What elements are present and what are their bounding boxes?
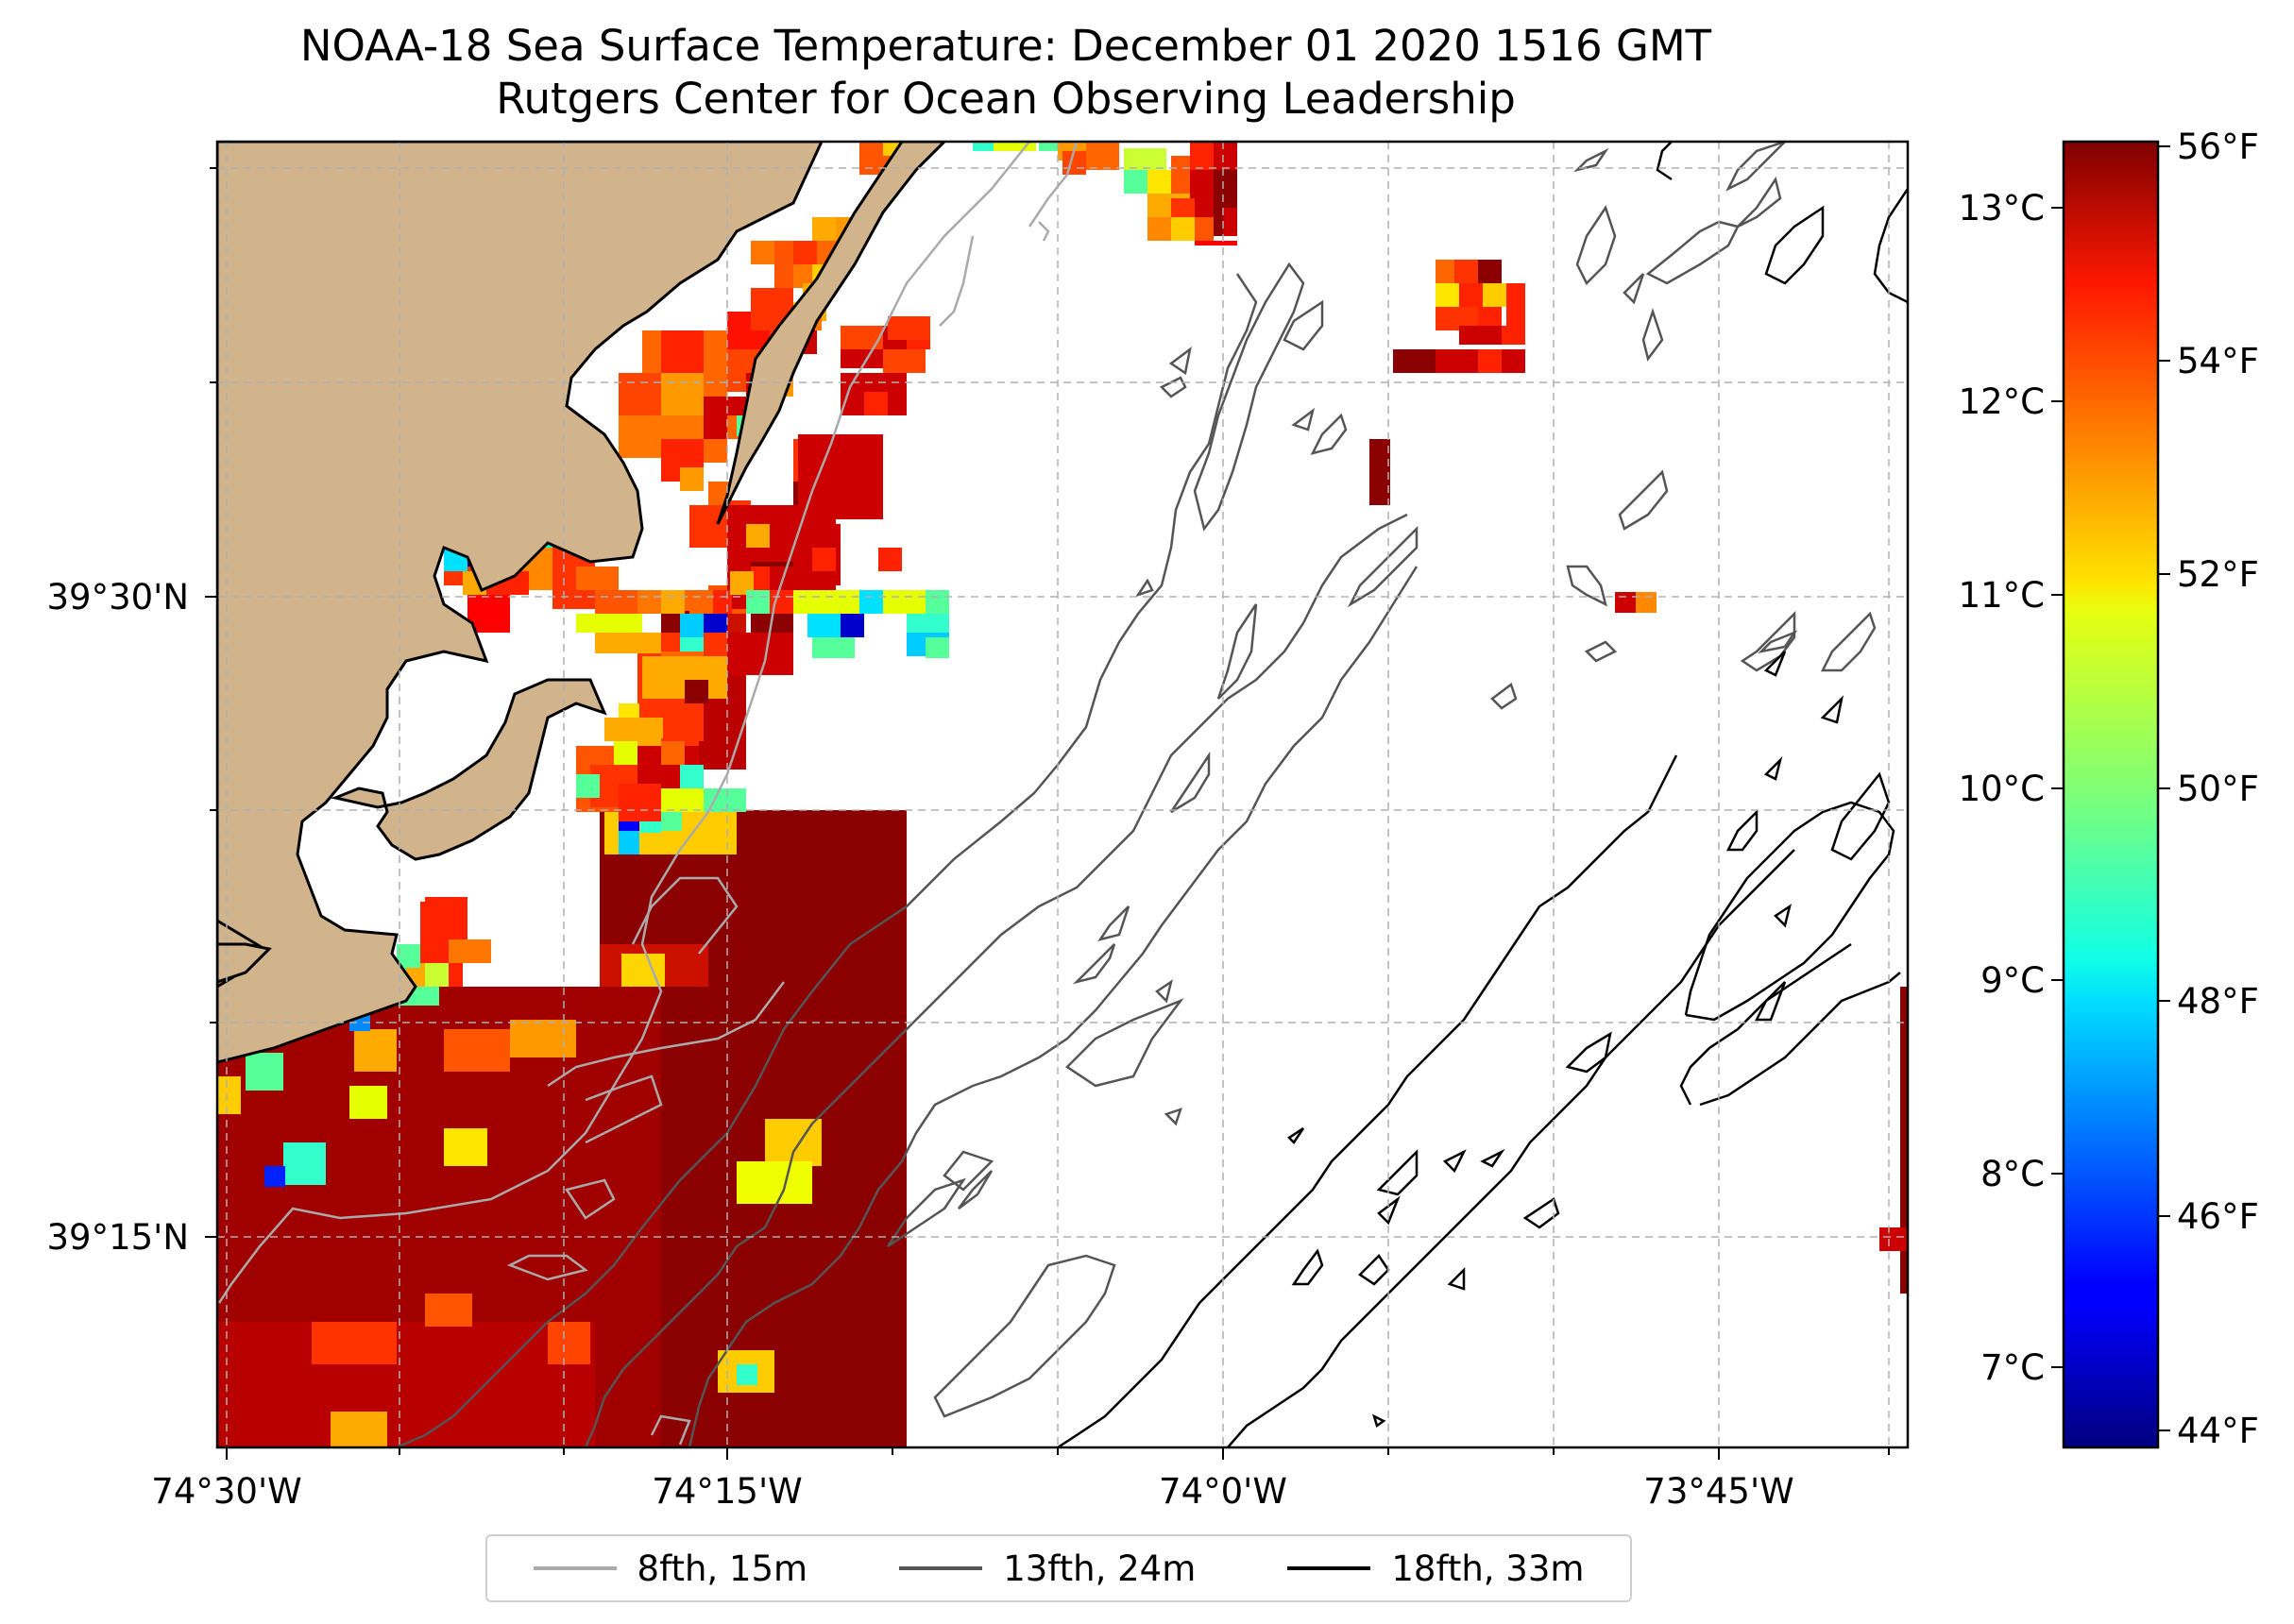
celsius-tick-label: 13°C (1959, 188, 2045, 228)
fahrenheit-tick-label: 52°F (2177, 554, 2259, 595)
fahrenheit-tick-label: 54°F (2177, 341, 2259, 381)
legend-label: 18fth, 33m (1391, 1548, 1585, 1589)
isobath-24m (396, 142, 1877, 1447)
legend-line-15m-icon (533, 1566, 617, 1570)
map-subtitle: Rutgers Center for Ocean Observing Leade… (496, 74, 1516, 124)
fahrenheit-tick-label: 48°F (2177, 981, 2259, 1022)
lon-tick-label: 74°0'W (1159, 1471, 1287, 1512)
legend-item-33m: 18fth, 33m (1287, 1548, 1584, 1589)
celsius-tick-label: 10°C (1959, 769, 2045, 809)
land-polygons (217, 142, 947, 1064)
isobath-15m (217, 142, 1079, 1446)
map-frame (215, 140, 1910, 1449)
celsius-tick-label: 9°C (1980, 960, 2045, 1001)
celsius-tick-label: 12°C (1959, 381, 2045, 422)
fahrenheit-tick-label: 56°F (2177, 127, 2259, 167)
isobath-33m (1057, 142, 1908, 1447)
legend-line-24m-icon (899, 1566, 983, 1570)
legend-line-33m-icon (1287, 1566, 1371, 1570)
sst-pixels (217, 142, 1908, 1447)
legend-item-24m: 13fth, 24m (899, 1548, 1196, 1589)
fahrenheit-tick-label: 50°F (2177, 769, 2259, 809)
axis-labels: 74°30'W 74°15'W 74°0'W 73°45'W 39°30'N 3… (46, 577, 1793, 1512)
celsius-tick-label: 7°C (1980, 1347, 2045, 1388)
lon-tick-label: 74°30'W (151, 1471, 301, 1512)
lat-tick-label: 39°15'N (46, 1217, 189, 1258)
lon-tick-label: 74°15'W (652, 1471, 802, 1512)
celsius-tick-label: 11°C (1959, 575, 2045, 616)
gridlines (217, 142, 1908, 1447)
colorbar-gradient (2062, 140, 2160, 1449)
axis-ticks (205, 167, 1890, 1460)
fahrenheit-tick-label: 46°F (2177, 1196, 2259, 1237)
legend-label: 8fth, 15m (637, 1548, 808, 1589)
isobath-legend: 8fth, 15m 13fth, 24m 18fth, 33m (485, 1534, 1632, 1602)
colorbar: 13°C 12°C 11°C 10°C 9°C 8°C 7°C 56°F 54°… (1959, 127, 2259, 1451)
lon-tick-label: 73°45'W (1643, 1471, 1793, 1512)
fahrenheit-tick-label: 44°F (2177, 1411, 2259, 1451)
celsius-tick-label: 8°C (1980, 1154, 2045, 1194)
map-title: NOAA-18 Sea Surface Temperature: Decembe… (299, 21, 1712, 71)
legend-item-15m: 8fth, 15m (533, 1548, 808, 1589)
lat-tick-label: 39°30'N (46, 577, 189, 617)
legend-label: 13fth, 24m (1003, 1548, 1197, 1589)
